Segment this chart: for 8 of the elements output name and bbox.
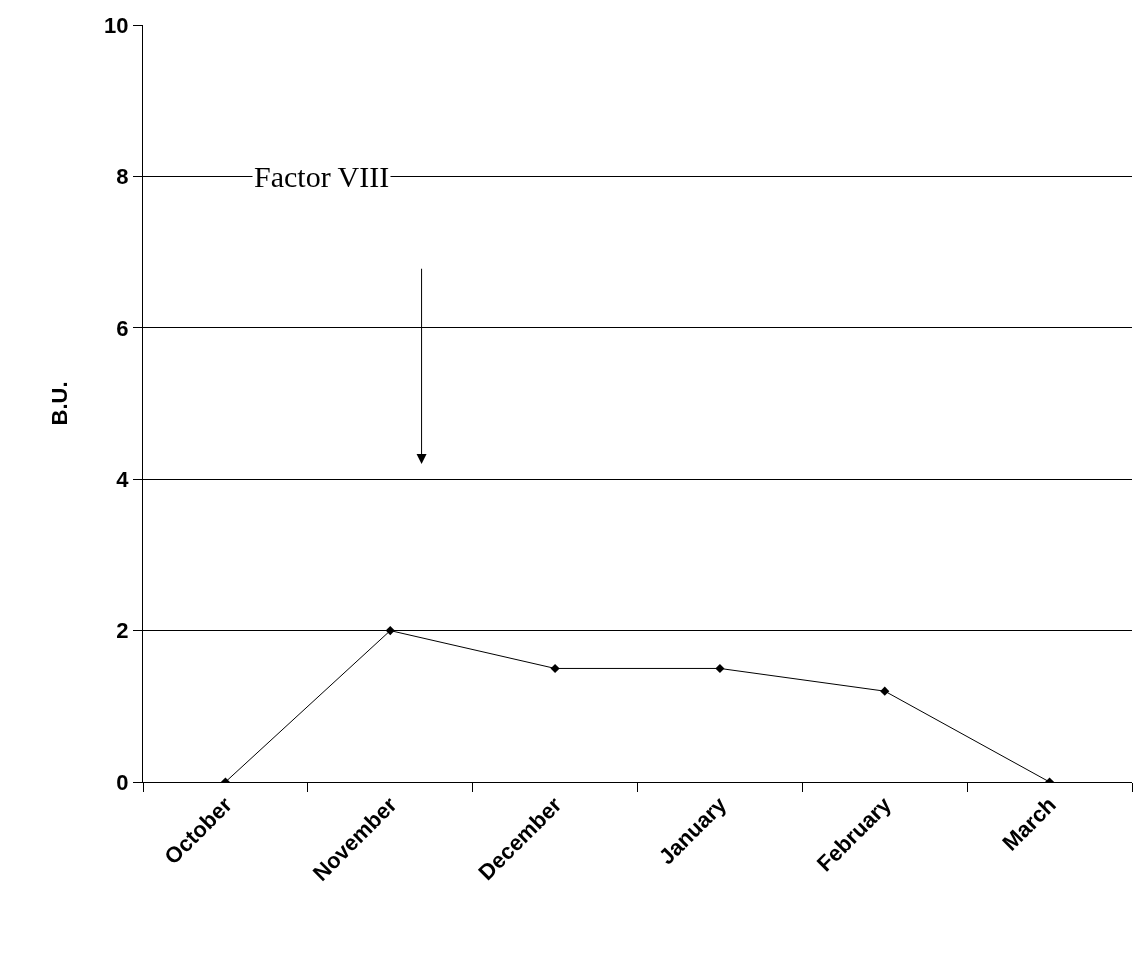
y-tick-label: 0 — [116, 769, 129, 795]
annotation: Factor VIII — [254, 160, 390, 193]
y-tick-label: 8 — [116, 164, 129, 190]
y-tick-label: 10 — [104, 12, 129, 38]
y-tick-label: 6 — [116, 315, 129, 341]
y-axis-title: B.U. — [46, 381, 72, 426]
y-tick-label: 4 — [116, 466, 130, 492]
y-tick-label: 2 — [116, 618, 129, 644]
